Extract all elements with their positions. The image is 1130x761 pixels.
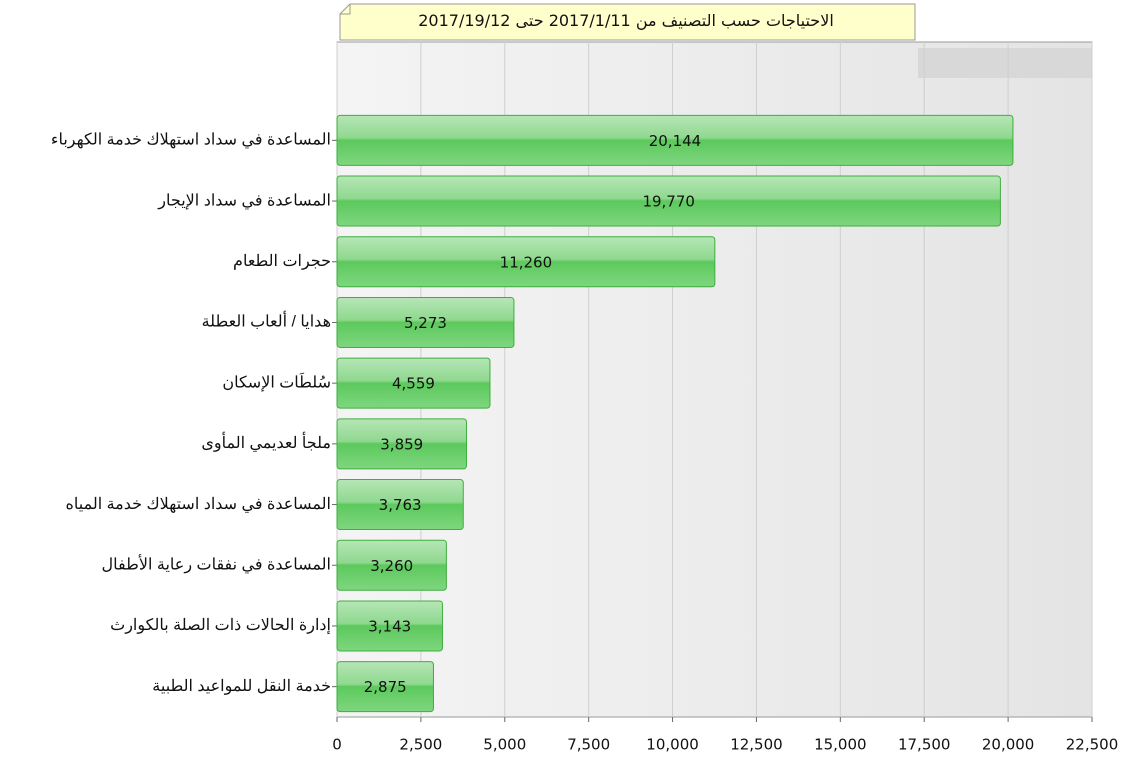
bar	[336, 418, 467, 470]
y-tick-label: المساعدة في سداد استهلاك خدمة الكهرباء	[51, 132, 331, 149]
chart-title: الاحتياجات حسب التصنيف من 2017/1/11 حتى …	[418, 11, 834, 30]
x-tick-label: 5,000	[483, 736, 526, 754]
x-tick-label: 22,500	[1066, 736, 1119, 754]
y-tick-label: المساعدة في سداد استهلاك خدمة المياه	[65, 496, 331, 513]
y-tick-label: خدمة النقل للمواعيد الطبية	[152, 678, 331, 695]
value-label: 3,260	[370, 557, 413, 575]
value-label: 2,875	[364, 678, 407, 696]
bar	[336, 539, 447, 591]
legend-placeholder	[918, 48, 1092, 78]
value-label: 11,260	[500, 253, 553, 271]
title-fold	[340, 4, 351, 15]
bar	[336, 236, 716, 288]
value-label: 4,559	[392, 375, 435, 393]
y-tick-label: ملجأ لعديمي المأوى	[201, 431, 331, 452]
y-tick-label: سُلطَات الإسكان	[222, 372, 331, 392]
value-label: 5,273	[404, 314, 447, 332]
y-tick-label: حجرات الطعام	[233, 253, 331, 270]
title-tab	[339, 3, 916, 41]
value-label: 3,763	[379, 496, 422, 514]
x-tick-label: 7,500	[567, 736, 610, 754]
y-tick-label: إدارة الحالات ذات الصلة بالكوارث	[110, 617, 331, 634]
bar	[336, 357, 491, 409]
value-label: 3,859	[380, 435, 423, 453]
bar	[336, 296, 515, 348]
bar	[336, 600, 443, 652]
x-tick-label: 10,000	[646, 736, 699, 754]
value-label: 19,770	[642, 193, 695, 211]
value-label: 3,143	[368, 617, 411, 635]
bar	[336, 114, 1014, 166]
bar	[336, 479, 464, 531]
x-tick-label: 12,500	[730, 736, 783, 754]
y-tick-label: المساعدة في نفقات رعاية الأطفال	[102, 554, 331, 573]
y-tick-label: المساعدة في سداد الإيجار	[157, 192, 331, 209]
x-tick-label: 20,000	[982, 736, 1035, 754]
x-tick-label: 15,000	[814, 736, 867, 754]
y-tick-label: هدايا / ألعاب العطلة	[202, 311, 331, 331]
x-tick-label: 17,500	[898, 736, 951, 754]
bar	[336, 661, 434, 713]
x-tick-label: 0	[332, 736, 342, 754]
x-tick-label: 2,500	[399, 736, 442, 754]
bar	[336, 175, 1001, 227]
value-label: 20,144	[649, 132, 702, 150]
